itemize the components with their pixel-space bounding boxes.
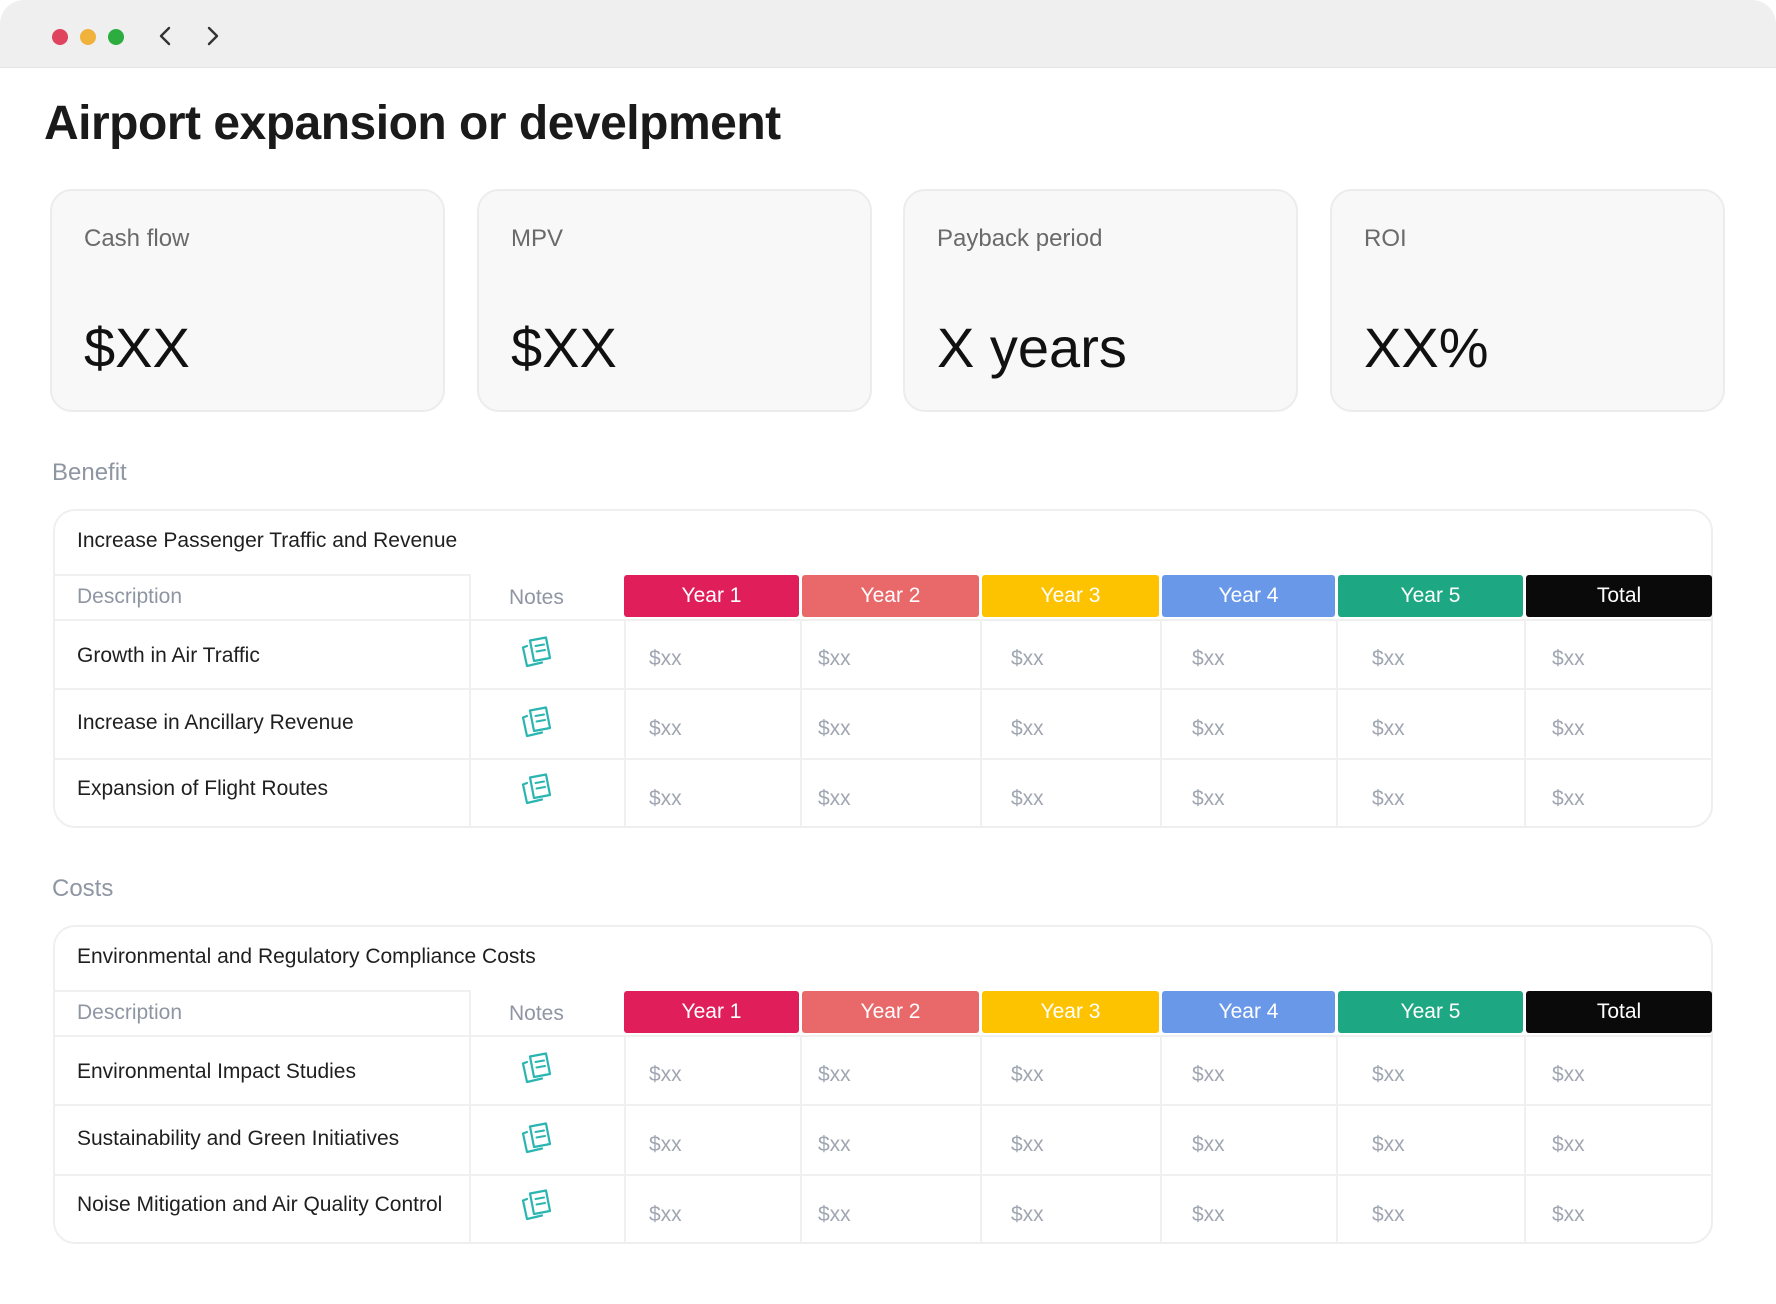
costs-table: Environmental and Regulatory Compliance …: [53, 925, 1713, 1244]
value-cell: $xx: [1552, 647, 1585, 670]
value-cell: $xx: [649, 1133, 682, 1156]
row-label: Expansion of Flight Routes: [77, 777, 328, 800]
value-cell: $xx: [1011, 1203, 1044, 1226]
value-cell: $xx: [649, 1203, 682, 1226]
table-title: Increase Passenger Traffic and Revenue: [77, 529, 458, 552]
value-cell: $xx: [1011, 1133, 1044, 1156]
notes-icon[interactable]: [519, 705, 553, 741]
column-header-year-3: Year 3: [982, 991, 1159, 1033]
kpi-label: Cash flow: [84, 225, 190, 252]
value-cell: $xx: [1011, 787, 1044, 810]
title-bar: [0, 0, 1776, 68]
value-cell: $xx: [1192, 647, 1225, 670]
value-cell: $xx: [1372, 647, 1405, 670]
value-cell: $xx: [1552, 1133, 1585, 1156]
notes-icon[interactable]: [519, 1188, 553, 1224]
column-header-year-5: Year 5: [1338, 575, 1523, 617]
kpi-card-payback-period: Payback period X years: [903, 189, 1298, 412]
column-header-year-4: Year 4: [1162, 991, 1335, 1033]
value-cell: $xx: [649, 787, 682, 810]
kpi-value: $XX: [84, 316, 190, 379]
section-label-costs: Costs: [52, 875, 114, 902]
kpi-value: XX%: [1364, 316, 1489, 379]
notes-icon[interactable]: [519, 1121, 553, 1157]
value-cell: $xx: [1552, 787, 1585, 810]
row-label: Noise Mitigation and Air Quality Control: [77, 1193, 443, 1216]
value-cell: $xx: [1011, 717, 1044, 740]
column-header-notes: Notes: [509, 1002, 564, 1025]
value-cell: $xx: [1372, 717, 1405, 740]
close-window-button[interactable]: [52, 29, 68, 45]
value-cell: $xx: [649, 1063, 682, 1086]
value-cell: $xx: [818, 787, 851, 810]
value-cell: $xx: [1192, 1133, 1225, 1156]
value-cell: $xx: [1192, 1063, 1225, 1086]
value-cell: $xx: [818, 717, 851, 740]
column-header-year-1: Year 1: [624, 991, 799, 1033]
column-header-total: Total: [1526, 575, 1712, 617]
notes-icon[interactable]: [519, 635, 553, 671]
minimize-window-button[interactable]: [80, 29, 96, 45]
kpi-label: MPV: [511, 225, 564, 252]
value-cell: $xx: [1011, 1063, 1044, 1086]
column-header-description: Description: [77, 1001, 183, 1024]
value-cell: $xx: [1372, 1133, 1405, 1156]
column-header-year-3: Year 3: [982, 575, 1159, 617]
column-header-notes: Notes: [509, 586, 564, 609]
value-cell: $xx: [649, 647, 682, 670]
benefit-table: Increase Passenger Traffic and Revenue D…: [53, 509, 1713, 828]
back-arrow-icon[interactable]: [152, 22, 180, 50]
column-header-year-2: Year 2: [802, 991, 979, 1033]
value-cell: $xx: [1552, 1063, 1585, 1086]
value-cell: $xx: [1192, 717, 1225, 740]
value-cell: $xx: [1552, 717, 1585, 740]
notes-icon[interactable]: [519, 1051, 553, 1087]
column-header-total: Total: [1526, 991, 1712, 1033]
kpi-value: $XX: [511, 316, 617, 379]
value-cell: $xx: [1011, 647, 1044, 670]
value-cell: $xx: [1372, 1063, 1405, 1086]
value-cell: $xx: [1372, 787, 1405, 810]
kpi-value: X years: [937, 316, 1127, 379]
kpi-label: ROI: [1364, 225, 1407, 252]
kpi-card-cash-flow: Cash flow $XX: [50, 189, 445, 412]
value-cell: $xx: [818, 647, 851, 670]
value-cell: $xx: [818, 1203, 851, 1226]
notes-icon[interactable]: [519, 772, 553, 808]
row-label: Increase in Ancillary Revenue: [77, 711, 354, 734]
kpi-card-roi: ROI XX%: [1330, 189, 1725, 412]
section-label-benefit: Benefit: [52, 459, 127, 486]
row-label: Sustainability and Green Initiatives: [77, 1127, 400, 1150]
value-cell: $xx: [649, 717, 682, 740]
column-header-year-2: Year 2: [802, 575, 979, 617]
column-header-year-4: Year 4: [1162, 575, 1335, 617]
value-cell: $xx: [818, 1133, 851, 1156]
row-label: Growth in Air Traffic: [77, 644, 260, 667]
value-cell: $xx: [1372, 1203, 1405, 1226]
kpi-card-mpv: MPV $XX: [477, 189, 872, 412]
table-title: Environmental and Regulatory Compliance …: [77, 945, 536, 968]
kpi-label: Payback period: [937, 225, 1103, 252]
value-cell: $xx: [1552, 1203, 1585, 1226]
page-title: Airport expansion or develpment: [44, 97, 781, 150]
column-header-description: Description: [77, 585, 183, 608]
column-header-year-5: Year 5: [1338, 991, 1523, 1033]
row-label: Environmental Impact Studies: [77, 1060, 356, 1083]
value-cell: $xx: [1192, 1203, 1225, 1226]
maximize-window-button[interactable]: [108, 29, 124, 45]
column-header-year-1: Year 1: [624, 575, 799, 617]
forward-arrow-icon[interactable]: [198, 22, 226, 50]
value-cell: $xx: [1192, 787, 1225, 810]
value-cell: $xx: [818, 1063, 851, 1086]
